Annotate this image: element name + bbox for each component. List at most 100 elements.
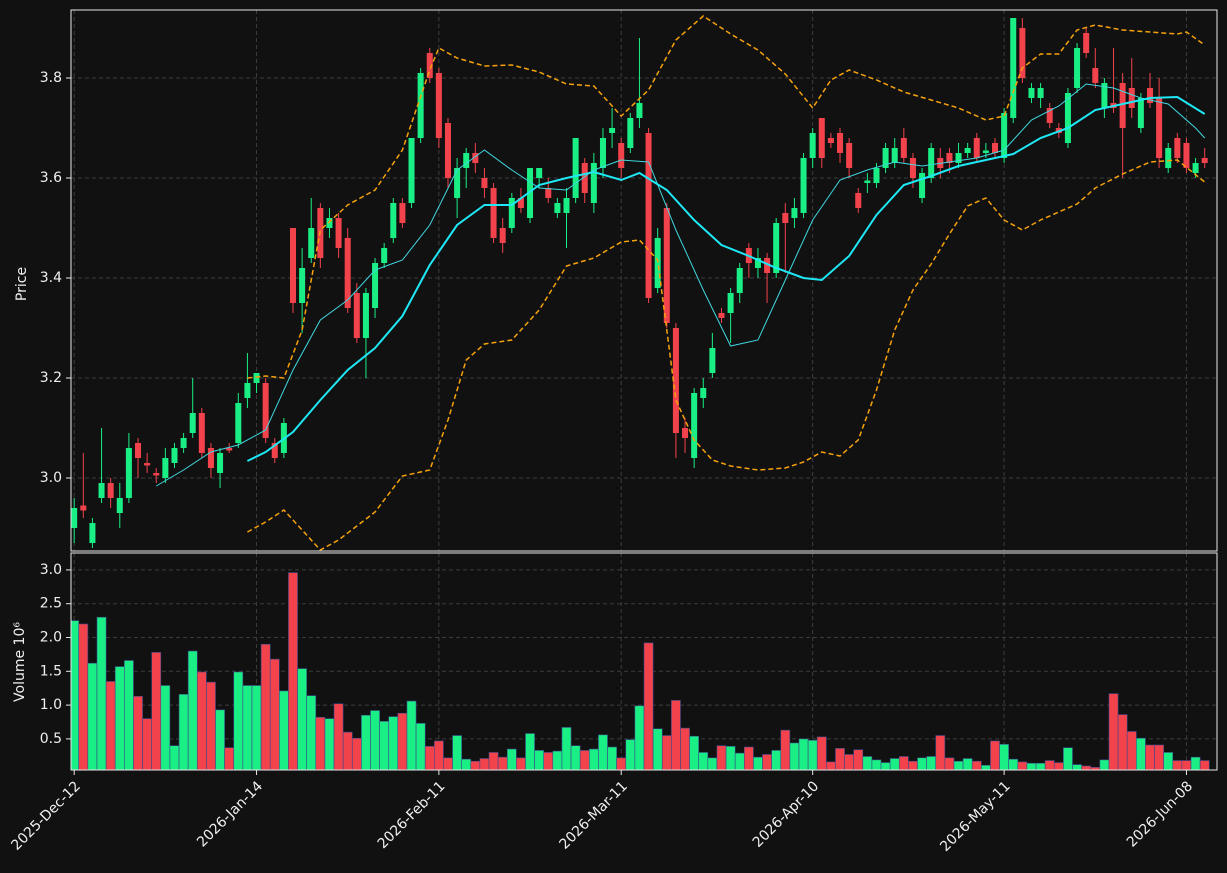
volume-bar [835,748,845,770]
candle-body [1119,83,1126,128]
candle-body [253,373,260,383]
volume-bar [114,666,125,770]
volume-bar [826,761,836,770]
candle-body [809,133,816,158]
candle-body [1019,28,1026,78]
volume-bar [434,740,444,770]
candle-body [372,263,379,308]
candle-body [946,153,953,163]
volume-bar [725,746,736,770]
candle-body [1165,148,1172,168]
candle-body [909,158,916,178]
volume-bar [461,758,472,770]
volume-bar [497,756,508,770]
y-tick-label: 3.2 [40,370,62,386]
volume-bar [379,721,390,770]
candle-body [180,438,187,448]
candle-body [235,403,242,443]
candle-body [663,208,670,323]
volume-bar [534,750,545,770]
volume-bar [971,760,982,770]
volume-bars [71,572,1210,770]
volume-bar [415,723,426,770]
candle-body [636,103,643,118]
candle-body [217,453,224,473]
volume-bar [689,735,700,770]
volume-bar [926,756,937,770]
volume-bar [1108,693,1119,770]
volume-axis-label: Volume 10⁶ [12,622,28,702]
candle-body [590,163,597,203]
volume-bar [206,681,216,770]
candle-body [353,293,360,338]
candle-body [80,505,87,511]
candle-body [837,133,844,153]
price-frame [70,9,1218,552]
overlay-line [246,95,1206,462]
volume-bar [151,652,162,770]
candle-body [800,158,807,213]
volume-bar [470,760,481,770]
y-axis-label: Price [14,267,30,301]
volume-bar [999,744,1009,770]
candle-body [481,178,488,188]
candle-body [399,203,406,223]
overlay-line [155,83,1206,487]
volume-bar [506,748,517,770]
volume-bar [333,703,344,770]
candle-body [289,228,297,303]
candle-body [271,443,278,458]
volume-bar [306,695,317,770]
volume-bar [351,737,362,770]
volume-bar [616,757,627,770]
volume-bar [1072,764,1082,770]
volume-bar [1044,760,1055,770]
volume-bar [643,642,654,770]
candle-body [1174,138,1181,158]
volume-bar [753,756,763,770]
y-tick-label: 3.8 [40,70,62,86]
volume-bar [561,727,572,770]
candle-body [572,138,579,198]
volume-bar [397,712,408,770]
candle-body [773,223,780,273]
volume-bar [279,690,289,770]
volume-bar [160,685,171,770]
candle-body [855,193,862,208]
volume-bar [707,757,718,770]
volume-bar [1181,760,1192,770]
candle-body [581,163,588,193]
candle-body [964,148,971,153]
candle-body [691,393,698,458]
candle-body [98,483,105,498]
volume-y-tick-label: 1.0 [40,697,62,713]
volume-bar [187,650,198,770]
candle-body [563,198,570,213]
candle-body [1028,88,1035,98]
candle-body [891,148,898,163]
volume-bar [634,705,645,770]
candle-body [89,523,96,543]
volume-bar [908,760,918,770]
candle-body [782,213,789,223]
candle-body [1201,158,1208,163]
volume-bar [342,731,353,770]
candle-body [1156,98,1163,158]
candle-body [919,173,926,198]
candle-body [107,483,114,498]
volume-bar [1063,747,1073,770]
volume-bar [251,685,262,770]
candle-body [709,348,716,373]
candle-body [900,138,907,158]
volume-bar [734,752,745,770]
candle-body [125,448,132,498]
volume-bar [862,756,873,770]
volume-bar [1199,760,1210,770]
volume-bar [87,662,98,770]
volume-bar [1145,744,1155,770]
candle-body [198,413,205,453]
candle-body [609,128,616,133]
candle-body [827,138,834,143]
candle-body [1064,93,1071,143]
volume-bar [142,718,152,770]
